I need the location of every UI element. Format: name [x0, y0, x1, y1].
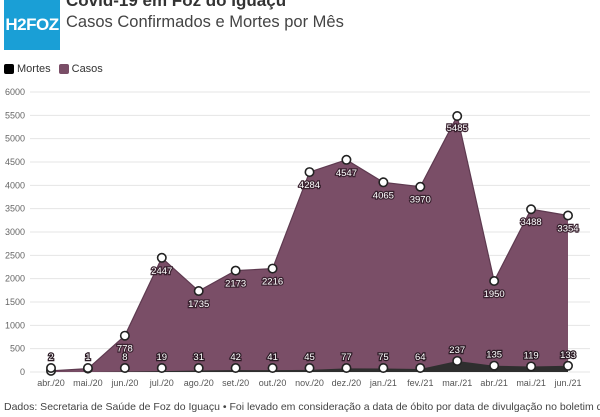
casos-data-label-6: 2216 — [262, 277, 283, 288]
mortes-data-label-14: 133 — [560, 350, 576, 361]
mortes-point-5 — [230, 362, 241, 373]
mortes-data-label-6: 41 — [267, 352, 278, 363]
chart-title: Covid-19 em Foz do Iguaçu — [66, 0, 287, 10]
mortes-point-9 — [378, 362, 389, 373]
mortes-point-1 — [82, 362, 93, 373]
mortes-point-4 — [193, 362, 204, 373]
casos-point-10 — [415, 181, 426, 192]
y-tick-label-3000: 3000 — [5, 227, 25, 237]
mortes-data-label-10: 64 — [415, 352, 426, 363]
x-tick-label-1: mai./20 — [73, 378, 103, 388]
mortes-point-10 — [415, 362, 426, 373]
x-tick-label-0: abr./20 — [37, 378, 65, 388]
chart-subtitle: Casos Confirmados e Mortes por Mês — [66, 13, 344, 31]
casos-data-label-13: 3488 — [521, 217, 542, 228]
y-tick-label-2000: 2000 — [5, 274, 25, 284]
casos-data-label-4: 1735 — [188, 299, 209, 310]
casos-point-4 — [193, 286, 204, 297]
x-tick-label-3: jul./20 — [149, 378, 174, 388]
casos-data-label-10: 3970 — [410, 195, 431, 206]
mortes-data-label-11: 237 — [449, 345, 465, 356]
x-tick-label-6: out./20 — [259, 378, 287, 388]
casos-data-label-11: 5485 — [447, 123, 468, 134]
mortes-data-label-13: 119 — [523, 350, 538, 361]
x-tick-label-9: jan./21 — [369, 378, 397, 388]
mortes-data-label-9: 75 — [378, 352, 389, 363]
y-tick-label-0: 0 — [20, 367, 25, 377]
mortes-data-label-5: 42 — [230, 352, 241, 363]
x-tick-label-14: jun./21 — [553, 378, 581, 388]
x-tick-label-8: dez./20 — [332, 378, 362, 388]
y-tick-label-4000: 4000 — [5, 180, 25, 190]
casos-point-9 — [378, 177, 389, 188]
casos-point-13 — [526, 204, 537, 215]
legend-label-casos: Casos — [71, 63, 103, 75]
casos-data-label-14: 3354 — [557, 223, 578, 234]
casos-point-8 — [341, 154, 352, 165]
casos-data-label-9: 4065 — [373, 190, 394, 201]
y-tick-label-6000: 6000 — [5, 87, 25, 97]
mortes-point-3 — [156, 362, 167, 373]
casos-data-label-8: 4547 — [336, 168, 357, 179]
legend-item-casos[interactable]: Casos — [58, 63, 103, 75]
y-tick-label-5500: 5500 — [5, 110, 25, 120]
casos-data-label-7: 4284 — [299, 180, 320, 191]
mortes-point-0 — [45, 362, 56, 373]
casos-data-label-2: 778 — [117, 344, 133, 355]
casos-data-label-3: 2447 — [151, 266, 172, 277]
y-tick-label-5000: 5000 — [5, 134, 25, 144]
mortes-data-label-4: 31 — [193, 352, 204, 363]
x-tick-label-10: fev./21 — [407, 378, 433, 388]
casos-point-2 — [119, 330, 130, 341]
mortes-point-11 — [452, 355, 463, 366]
mortes-point-7 — [304, 362, 315, 373]
x-tick-label-13: mai./21 — [516, 378, 546, 388]
casos-data-label-5: 2173 — [225, 279, 246, 290]
x-tick-label-5: set./20 — [222, 378, 249, 388]
y-tick-label-4500: 4500 — [5, 157, 25, 167]
x-tick-label-7: nov./20 — [295, 378, 324, 388]
y-tick-label-500: 500 — [10, 344, 25, 354]
y-tick-label-3500: 3500 — [5, 204, 25, 214]
mortes-data-label-12: 135 — [486, 350, 502, 361]
mortes-point-12 — [489, 360, 500, 371]
logo: H2FOZ — [4, 0, 60, 50]
mortes-point-6 — [267, 362, 278, 373]
casos-point-6 — [267, 263, 278, 274]
mortes-data-label-8: 77 — [341, 352, 352, 363]
x-tick-label-11: mar./21 — [442, 378, 472, 388]
legend-label-mortes: Mortes — [17, 63, 51, 75]
mortes-data-label-7: 45 — [304, 352, 315, 363]
mortes-data-label-0: 2 — [48, 352, 53, 363]
legend-swatch-mortes — [4, 64, 14, 74]
casos-point-14 — [562, 210, 573, 221]
legend: Mortes Casos — [4, 63, 111, 75]
casos-data-label-12: 1950 — [484, 289, 505, 300]
casos-point-12 — [489, 275, 500, 286]
mortes-point-14 — [562, 360, 573, 371]
mortes-data-label-3: 19 — [156, 352, 167, 363]
mortes-point-13 — [526, 361, 537, 372]
mortes-data-label-2: 8 — [122, 352, 127, 363]
x-tick-label-12: abr./21 — [480, 378, 508, 388]
mortes-point-2 — [119, 362, 130, 373]
mortes-data-label-1: 1 — [85, 352, 90, 363]
casos-point-5 — [230, 265, 241, 276]
y-tick-label-2500: 2500 — [5, 250, 25, 260]
legend-swatch-casos — [58, 64, 69, 74]
x-tick-label-2: jun./20 — [110, 378, 138, 388]
y-tick-label-1000: 1000 — [5, 320, 25, 330]
casos-point-11 — [452, 111, 463, 122]
legend-item-mortes[interactable]: Mortes — [4, 63, 51, 75]
source-footer: Dados: Secretaria de Saúde de Foz do Igu… — [4, 401, 600, 413]
x-tick-label-4: ago./20 — [184, 378, 214, 388]
y-tick-label-1500: 1500 — [5, 297, 25, 307]
casos-point-3 — [156, 252, 167, 263]
casos-area — [51, 116, 568, 373]
mortes-area — [51, 360, 568, 372]
casos-point-7 — [304, 167, 315, 178]
mortes-point-8 — [341, 362, 352, 373]
